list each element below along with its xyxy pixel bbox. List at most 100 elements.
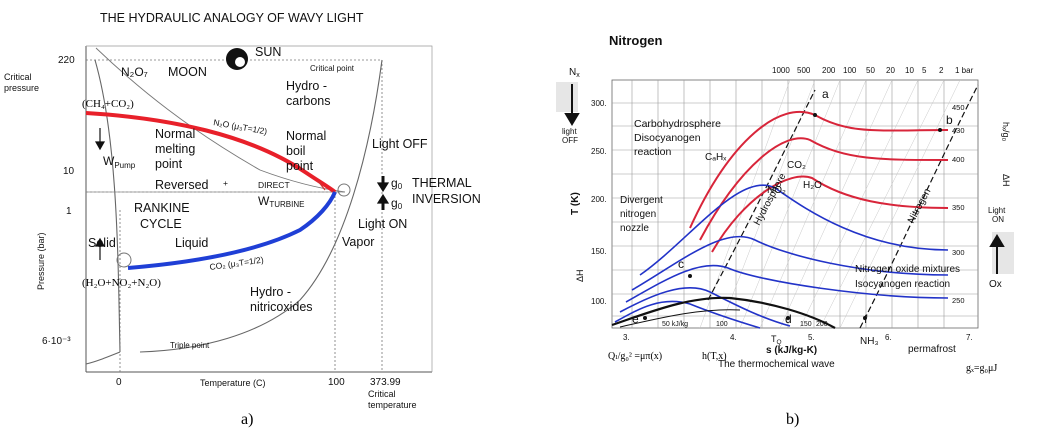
nitrogen-boundary: [859, 84, 979, 329]
n2o7-label: N₂O₇: [121, 65, 148, 79]
delta-h-right: ΔH: [1001, 174, 1011, 187]
no2-label: NO₂: [767, 185, 786, 196]
svg-text:430: 430: [952, 126, 965, 135]
y-tick-1: 1: [66, 206, 72, 217]
liquid-label: Liquid: [175, 236, 208, 250]
up-arrow-icon: [989, 234, 1005, 274]
panel-b: Nitrogen: [556, 33, 1014, 428]
g0-top-label: g0: [391, 176, 403, 191]
ch4co2-label: (CH₄+CO₂): [82, 98, 134, 110]
critical-point-label: Critical point: [310, 64, 355, 73]
panel-b-y-ticks: 300. 250. 200. 150. 100.: [591, 99, 607, 306]
panel-a: THE HYDRAULIC ANALOGY OF WAVY LIGHT: [4, 11, 481, 428]
light-off-band: [556, 82, 578, 112]
x-tick-0: 0: [116, 377, 122, 388]
hydrosphere-boundary: [707, 89, 816, 301]
panel-b-x-axis-label: s (kJ/kg-K): [766, 345, 817, 356]
enthalpy-100: 100: [716, 321, 728, 328]
critical-pressure-2: pressure: [4, 83, 39, 93]
critical-temperature-1: Critical: [368, 389, 396, 399]
rankine-1: RANKINE: [134, 201, 190, 215]
gx-formula: gₓ=g₀μJ: [966, 363, 997, 374]
x-tick-373: 373.99: [370, 377, 401, 388]
critical-point-marker: [337, 183, 351, 197]
critical-pressure-1: Critical: [4, 72, 32, 82]
hydrocarbons-1: Hydro -: [286, 79, 327, 93]
svg-text:5: 5: [922, 66, 927, 75]
critical-temperature-2: temperature: [368, 400, 417, 410]
light-off-1: light: [562, 127, 577, 136]
svg-text:4.: 4.: [730, 333, 737, 342]
enthalpy-150: 150: [800, 321, 812, 328]
nox-mix-2: Isocyanogen reaction: [855, 279, 950, 290]
panel-a-title: THE HYDRAULIC ANALOGY OF WAVY LIGHT: [100, 11, 364, 25]
cahx-label: CₐHₓ: [705, 152, 727, 163]
point-f: f: [864, 312, 868, 326]
divergent-3: nozzle: [620, 223, 649, 234]
n2o-curve: [85, 111, 337, 194]
svg-text:250.: 250.: [591, 147, 607, 156]
panel-a-frame: [85, 45, 433, 373]
reversed-cross: +: [223, 178, 228, 188]
svg-text:7.: 7.: [966, 333, 973, 342]
svg-text:150.: 150.: [591, 247, 607, 256]
panel-b-x-ticks: 3. 4. 5. 6. 7.: [623, 333, 973, 342]
hx-g0-label: hₓ/g₀: [1001, 122, 1011, 141]
panel-b-caption: b): [786, 411, 799, 428]
sun-label: SUN: [255, 45, 281, 59]
svg-text:3.: 3.: [623, 333, 630, 342]
ox-label: Ox: [989, 279, 1002, 290]
triple-point-label: Triple point: [170, 341, 210, 350]
svg-text:200: 200: [822, 66, 836, 75]
panel-b-title: Nitrogen: [609, 33, 663, 48]
normal-boil-2: boil: [286, 144, 305, 158]
svg-text:2: 2: [939, 66, 944, 75]
nox-mix-1: Nitrogen oxide mixtures: [855, 264, 960, 275]
nx-label: Nx: [569, 67, 580, 79]
point-e: e: [632, 312, 639, 326]
svg-text:20: 20: [886, 66, 895, 75]
panel-b-y-axis-label: T (K): [570, 192, 581, 215]
blue-isobars: [614, 184, 949, 329]
svg-text:6.: 6.: [885, 333, 892, 342]
melting-curve: [94, 59, 121, 353]
carbohydrosphere-2: Disocyanogen: [634, 132, 701, 144]
pressure-labels: 1000 500 200 100 50 20 10 5 2 1 bar: [772, 66, 974, 75]
x-axis-label: Temperature (C): [200, 378, 266, 388]
svg-text:250: 250: [952, 296, 965, 305]
light-on-2: ON: [992, 215, 1004, 224]
thermal-inversion-2: INVERSION: [412, 192, 481, 206]
direct-label: DIRECT: [258, 180, 290, 190]
svg-text:300.: 300.: [591, 99, 607, 108]
panel-a-caption: a): [241, 411, 253, 428]
light-off-label: Light OFF: [372, 137, 428, 151]
h2o-label: H₂O: [803, 180, 822, 191]
g0-bottom-label: g0: [391, 196, 403, 211]
normal-boil-1: Normal: [286, 129, 326, 143]
panel-a-arrows: [94, 128, 390, 260]
h2o-mix-label: (H₂O+NO₂+N₂O): [82, 277, 161, 289]
vaporization-curve: [139, 59, 383, 353]
saturation-dome: [95, 47, 346, 193]
svg-text:300: 300: [952, 248, 965, 257]
hydro-nitricoxides-1: Hydro -: [250, 285, 291, 299]
svg-text:10: 10: [905, 66, 914, 75]
permafrost-label: permafrost: [908, 344, 956, 355]
w-pump-label: WPump: [103, 154, 136, 170]
svg-text:5.: 5.: [808, 333, 815, 342]
vapor-label: Vapor: [342, 235, 374, 249]
carbohydrosphere-3: reaction: [634, 146, 672, 158]
h-formula: h(T,x): [702, 351, 727, 362]
svg-text:350: 350: [952, 203, 965, 212]
melting-marker: [116, 252, 132, 268]
point-b: b: [946, 113, 953, 127]
svg-text:50: 50: [866, 66, 875, 75]
co2-curve: [127, 191, 337, 270]
normal-melting-2: melting: [155, 142, 195, 156]
red-isobars: [689, 110, 949, 253]
light-off-2: OFF: [562, 136, 578, 145]
light-on-label: Light ON: [358, 217, 407, 231]
delta-h-left: ΔH: [575, 269, 585, 282]
phase-boundaries: [85, 47, 383, 365]
y-tick-6e-3: 6·10⁻³: [42, 336, 71, 347]
